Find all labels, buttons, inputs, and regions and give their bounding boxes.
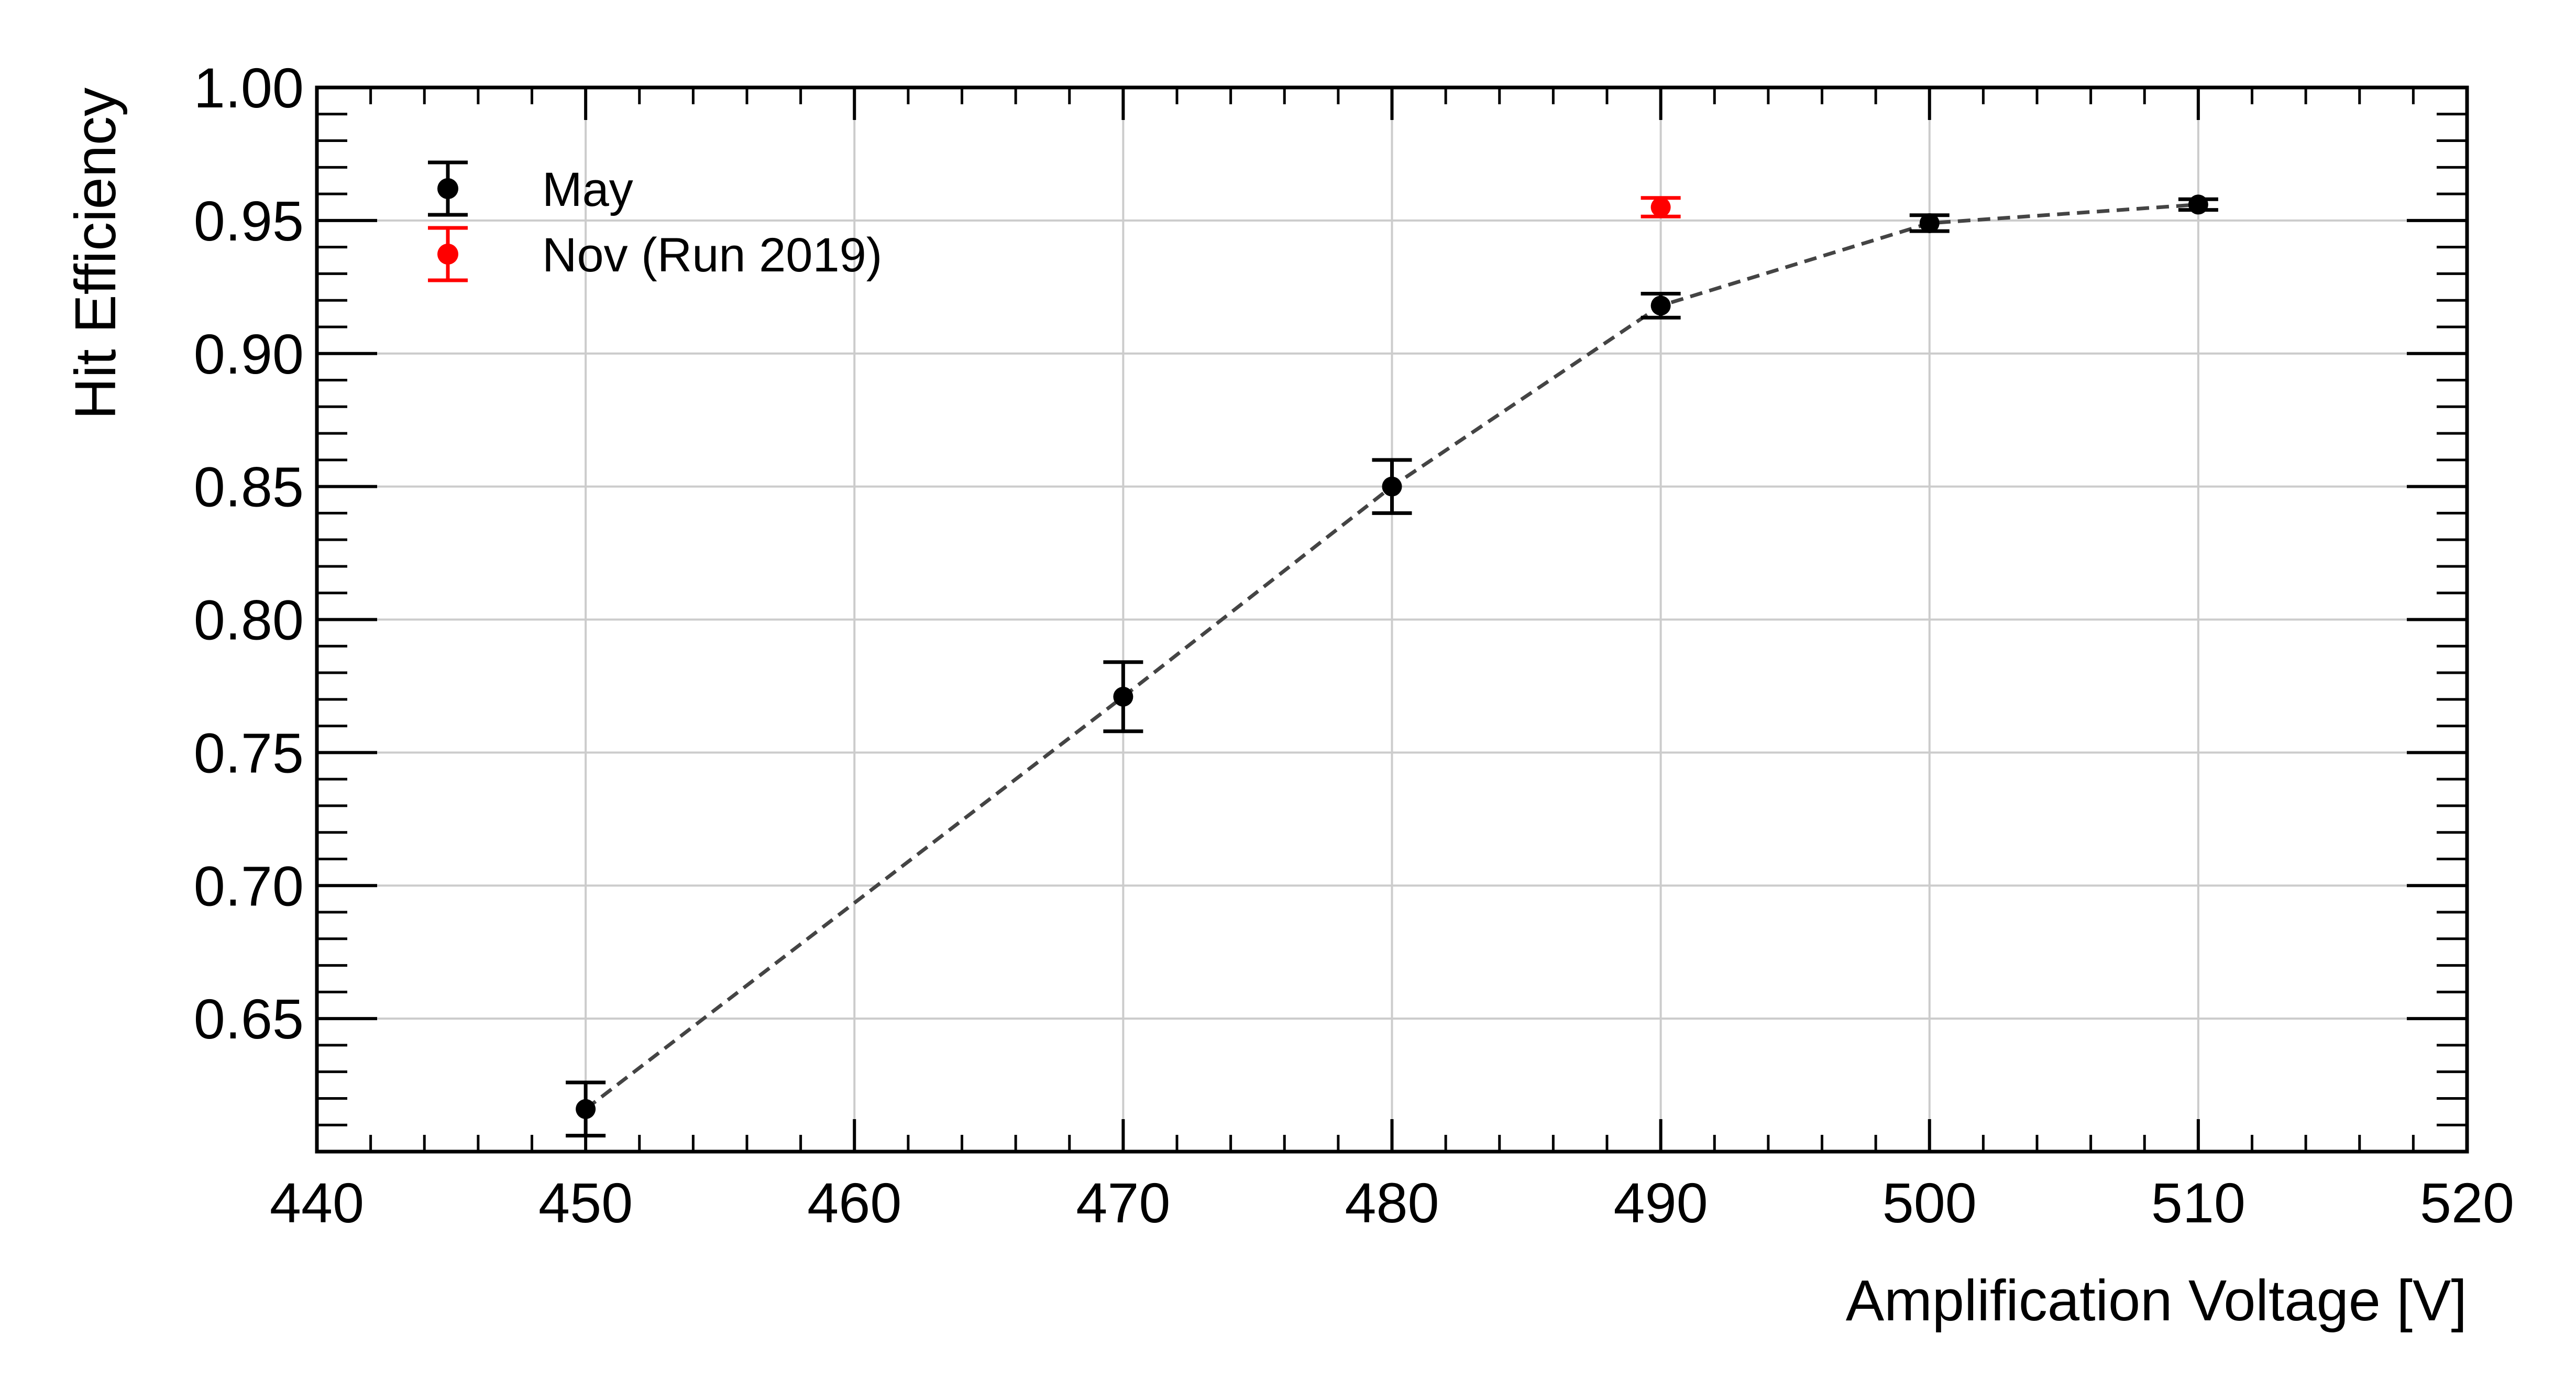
x-tick-label: 520 — [2420, 1171, 2514, 1234]
y-tick-label: 0.95 — [194, 189, 304, 253]
series-line-may — [585, 202, 2199, 1111]
x-tick-label: 470 — [1076, 1171, 1170, 1234]
x-tick-label: 480 — [1345, 1171, 1439, 1234]
marker — [1650, 295, 1671, 316]
y-tick-label: 0.80 — [194, 588, 304, 652]
series-lines — [585, 202, 2199, 1111]
data-point-may — [1103, 660, 1143, 734]
legend-marker-may — [428, 160, 468, 217]
marker — [1650, 197, 1671, 217]
marker — [1382, 476, 1402, 497]
data-point-nov-run-2019 — [1641, 196, 1681, 218]
marker — [1113, 686, 1133, 707]
x-tick-label: 510 — [2151, 1171, 2245, 1234]
y-tick-label: 0.75 — [194, 721, 304, 784]
data-point-may — [2178, 194, 2218, 215]
x-tick-label: 450 — [538, 1171, 633, 1234]
data-point-may — [1909, 213, 1950, 233]
y-tick-label: 0.70 — [194, 854, 304, 917]
x-axis-title: Amplification Voltage [V] — [1846, 1268, 2467, 1333]
x-tick-label: 490 — [1614, 1171, 1708, 1234]
legend-marker-nov-run-2019 — [428, 226, 468, 282]
legend-dot — [437, 178, 458, 199]
y-tick-label: 0.90 — [194, 322, 304, 386]
x-tick-label: 500 — [1883, 1171, 1977, 1234]
tick-labels: 440 450 460 470 480 490 500 510 520 0.65 0.70 0.75 0… — [194, 56, 2514, 1234]
grid — [317, 87, 2467, 1152]
data-points — [566, 194, 2218, 1138]
y-tick-label: 1.00 — [194, 56, 304, 119]
legend: May Nov (Run 2019) — [428, 160, 882, 282]
y-axis-title: Hit Efficiency — [63, 87, 128, 420]
data-point-may — [1372, 458, 1412, 515]
marker — [2188, 194, 2208, 215]
marker — [576, 1099, 596, 1119]
marker — [1919, 213, 1940, 233]
axis-ticks — [315, 86, 2469, 1152]
x-tick-label: 440 — [270, 1171, 364, 1234]
data-point-may — [1641, 292, 1681, 320]
y-tick-label: 0.85 — [194, 455, 304, 519]
legend-label-may: May — [542, 163, 633, 216]
legend-label-nov-run-2019: Nov (Run 2019) — [542, 228, 882, 282]
legend-dot — [437, 244, 458, 265]
x-tick-label: 460 — [807, 1171, 901, 1234]
y-tick-label: 0.65 — [194, 987, 304, 1050]
